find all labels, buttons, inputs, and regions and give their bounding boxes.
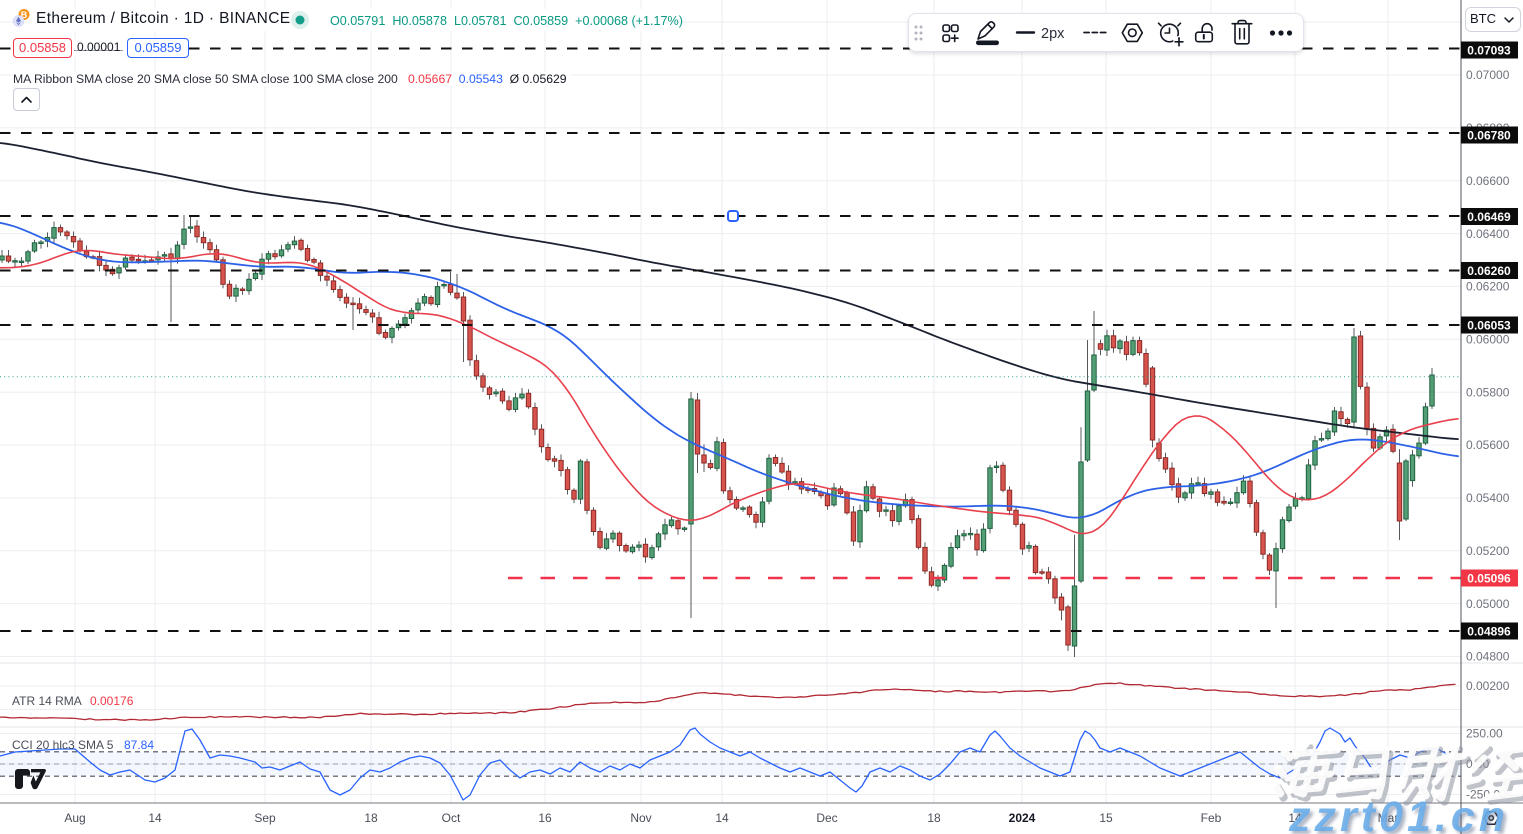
svg-text:14: 14 (148, 811, 162, 825)
svg-text:0.00176: 0.00176 (90, 694, 134, 708)
svg-text:B: B (21, 10, 28, 20)
svg-text:0.04800: 0.04800 (1466, 650, 1510, 664)
svg-text:Dec: Dec (816, 811, 837, 825)
svg-text:ATR 14 RMA: ATR 14 RMA (12, 694, 82, 708)
svg-text:0.05600: 0.05600 (1466, 438, 1510, 452)
svg-text:Mar: Mar (1378, 811, 1399, 825)
svg-text:0.05096: 0.05096 (1467, 571, 1511, 585)
svg-text:0.06053: 0.06053 (1467, 318, 1511, 332)
svg-text:87.84: 87.84 (124, 738, 154, 752)
svg-text:0.06400: 0.06400 (1466, 227, 1510, 241)
svg-text:0.05000: 0.05000 (1466, 597, 1510, 611)
svg-text:0.07093: 0.07093 (1467, 43, 1511, 57)
svg-text:0.04896: 0.04896 (1467, 624, 1511, 638)
svg-text:2px: 2px (1041, 26, 1065, 42)
svg-text:0.06469: 0.06469 (1467, 210, 1511, 224)
svg-text:0.06780: 0.06780 (1467, 128, 1511, 142)
svg-text:0.06200: 0.06200 (1466, 280, 1510, 294)
svg-text:Sep: Sep (254, 811, 276, 825)
svg-text:0.05200: 0.05200 (1466, 544, 1510, 558)
svg-text:15: 15 (1099, 811, 1113, 825)
svg-text:14: 14 (715, 811, 729, 825)
svg-text:Aug: Aug (64, 811, 85, 825)
svg-text:0.07000: 0.07000 (1466, 68, 1510, 82)
svg-text:0.05400: 0.05400 (1466, 491, 1510, 505)
svg-text:CCI 20 hlc3 SMA 5: CCI 20 hlc3 SMA 5 (12, 738, 114, 752)
svg-text:14: 14 (1288, 811, 1302, 825)
svg-text:Nov: Nov (630, 811, 651, 825)
svg-text:0.00200: 0.00200 (1466, 679, 1510, 693)
svg-text:250.00: 250.00 (1466, 727, 1503, 741)
svg-text:0.06600: 0.06600 (1466, 174, 1510, 188)
svg-text:0.05800: 0.05800 (1466, 385, 1510, 399)
svg-text:Feb: Feb (1201, 811, 1222, 825)
svg-text:18: 18 (364, 811, 378, 825)
svg-text:Oct: Oct (442, 811, 461, 825)
svg-text:0.06260: 0.06260 (1467, 264, 1511, 278)
svg-text:18: 18 (927, 811, 941, 825)
svg-text:0.06000: 0.06000 (1466, 333, 1510, 347)
svg-text:16: 16 (538, 811, 552, 825)
svg-text:2024: 2024 (1009, 811, 1036, 825)
